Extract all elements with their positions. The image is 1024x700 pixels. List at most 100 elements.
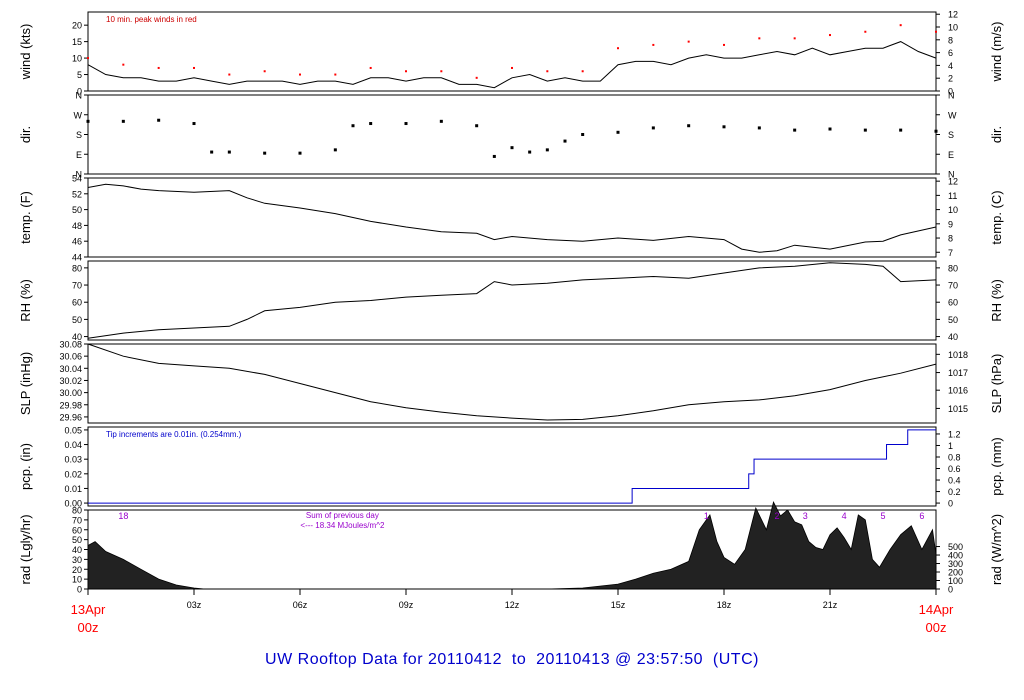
rad-left-tick-label: 30 — [72, 555, 82, 565]
x-end-hour-label: 00z — [926, 620, 947, 635]
rh-left-tick-label: 50 — [72, 315, 82, 325]
slp-left-tick-label: 30.06 — [59, 352, 82, 362]
rad-left-tick-label: 80 — [72, 506, 82, 516]
wind-peak-point — [829, 34, 831, 37]
temp-left-axis-label: temp. (F) — [18, 191, 33, 244]
wind-right-axis-label: wind (m/s) — [989, 22, 1004, 83]
temp-series-line — [87, 183, 937, 253]
rad-left-tick-label: 60 — [72, 525, 82, 535]
wind-peak-point — [687, 40, 690, 43]
slp-left-tick-label: 30.08 — [59, 340, 82, 350]
temp-left-tick-label: 50 — [72, 205, 82, 215]
pcp-right-tick-label: 1.2 — [948, 429, 961, 439]
wind-right-tick-label: 2 — [948, 74, 953, 84]
x-end-day-label: 14Apr — [919, 602, 954, 617]
temp-panel-frame — [87, 177, 937, 258]
wind-peak-point — [157, 66, 160, 69]
dir-point — [404, 122, 408, 126]
wind-peak-point — [793, 37, 796, 40]
wind-panel-frame — [87, 11, 937, 92]
rad-marker-label: 2 — [774, 511, 779, 521]
temp-right-tick-label: 7 — [948, 248, 953, 258]
rad-right-tick-label: 400 — [948, 551, 963, 561]
dir-point — [227, 150, 231, 154]
dir-point — [86, 119, 90, 123]
wind-peak-point — [440, 70, 443, 73]
wind-right-tick-label: 0 — [948, 87, 953, 97]
wind-peak-point — [334, 73, 337, 76]
pcp-left-tick-label: 0.05 — [64, 425, 82, 435]
dir-point — [934, 129, 938, 133]
temp-left-tick-label: 52 — [72, 189, 82, 199]
wind-peak-point — [899, 24, 902, 27]
x-tick-label: 06z — [293, 600, 308, 610]
rad-marker-label: 1 — [704, 511, 709, 521]
rad-marker-label: 4 — [842, 511, 847, 521]
wind-right-tick-label: 12 — [948, 10, 958, 20]
slp-left-tick-label: 30.00 — [59, 388, 82, 398]
wind-peak-point — [864, 30, 867, 33]
dir-point — [563, 139, 567, 143]
wind-peak-point — [758, 37, 761, 40]
rad-left-tick-label: 0 — [77, 585, 82, 595]
slp-series-line — [87, 343, 937, 421]
slp-left-tick-label: 29.98 — [59, 400, 82, 410]
rh-right-tick-label: 70 — [948, 281, 958, 291]
rad-left-tick-label: 70 — [72, 515, 82, 525]
pcp-right-tick-label: 1 — [948, 441, 953, 451]
wind-left-tick-label: 15 — [72, 37, 82, 47]
pcp-panel-frame — [87, 426, 937, 507]
pcp-right-axis-label: pcp. (mm) — [989, 437, 1004, 496]
slp-left-tick-label: 30.04 — [59, 364, 82, 374]
rad-marker-label: 3 — [803, 511, 808, 521]
wind-peak-point — [581, 70, 584, 73]
dir-point — [475, 124, 479, 128]
x-start-hour-label: 00z — [78, 620, 99, 635]
dir-panel-frame — [87, 94, 937, 175]
dir-right-tick-label: N — [948, 91, 955, 101]
rh-left-tick-label: 40 — [72, 332, 82, 342]
slp-right-tick-label: 1015 — [948, 404, 968, 414]
wind-peak-point — [369, 66, 372, 69]
pcp-left-tick-label: 0.00 — [64, 499, 82, 509]
rad-right-tick-label: 200 — [948, 568, 963, 578]
slp-right-tick-label: 1017 — [948, 368, 968, 378]
rh-left-tick-label: 70 — [72, 281, 82, 291]
dir-right-tick-label: W — [948, 110, 957, 120]
rad-right-tick-label: 0 — [948, 585, 953, 595]
x-tick-label: 15z — [611, 600, 626, 610]
dir-point — [899, 128, 903, 132]
rad-series-area — [87, 500, 937, 590]
dir-point — [651, 126, 655, 130]
pcp-right-tick-label: 0.2 — [948, 487, 961, 497]
wind-peak-point — [122, 63, 125, 66]
rh-right-tick-label: 40 — [948, 332, 958, 342]
dir-point — [121, 119, 125, 123]
dir-left-tick-label: N — [76, 91, 83, 101]
chart-title: UW Rooftop Data for 20110412 to 20110413… — [265, 651, 759, 668]
x-tick-label: 21z — [823, 600, 838, 610]
rh-right-tick-label: 50 — [948, 315, 958, 325]
wind-right-tick-label: 8 — [948, 35, 953, 45]
dir-right-axis-label: dir. — [989, 126, 1004, 143]
temp-right-axis-label: temp. (C) — [989, 190, 1004, 244]
pcp-left-tick-label: 0.03 — [64, 455, 82, 465]
dir-point — [263, 151, 267, 155]
pcp-left-tick-label: 0.04 — [64, 440, 82, 450]
x-tick-label: 12z — [505, 600, 520, 610]
pcp-series-line — [88, 429, 936, 504]
rad-marker-label: 18 — [118, 511, 128, 521]
pcp-left-tick-label: 0.02 — [64, 469, 82, 479]
slp-right-tick-label: 1016 — [948, 386, 968, 396]
wind-left-axis-label: wind (kts) — [18, 24, 33, 81]
temp-left-tick-label: 46 — [72, 237, 82, 247]
slp-left-tick-label: 29.96 — [59, 412, 82, 422]
rad-marker-label: 5 — [880, 511, 885, 521]
temp-right-tick-label: 9 — [948, 219, 953, 229]
rh-left-tick-label: 60 — [72, 298, 82, 308]
dir-point — [439, 119, 443, 123]
dir-point — [722, 125, 726, 129]
wind-peak-point — [475, 76, 478, 79]
wind-peak-point — [723, 43, 725, 46]
pcp-right-tick-label: 0 — [948, 499, 953, 509]
